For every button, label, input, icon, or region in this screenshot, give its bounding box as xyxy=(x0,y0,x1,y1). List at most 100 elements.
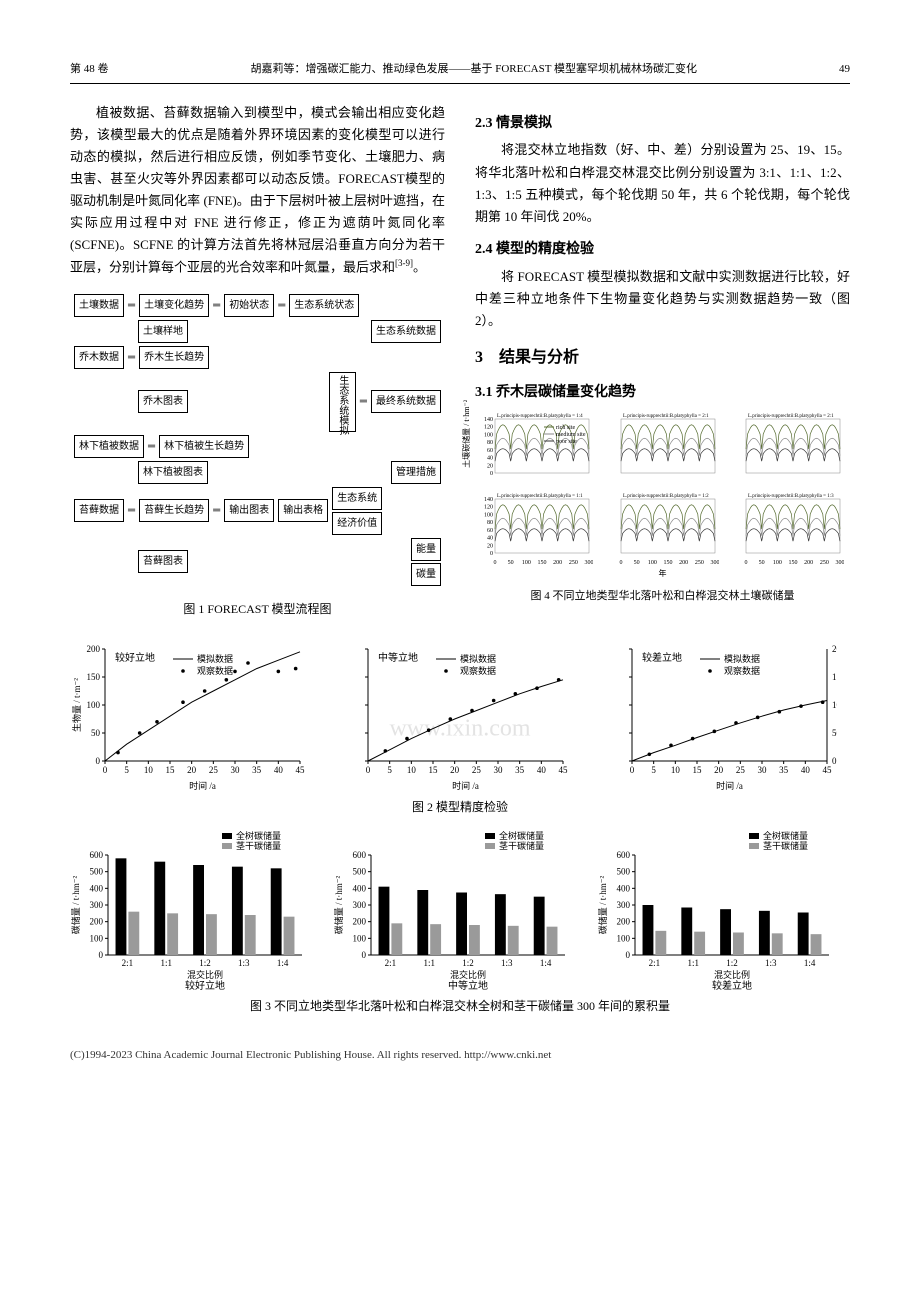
svg-text:5: 5 xyxy=(124,765,129,775)
svg-text:200: 200 xyxy=(87,644,101,654)
svg-text:5: 5 xyxy=(651,765,656,775)
svg-text:500: 500 xyxy=(90,866,104,876)
fig3-caption: 图 3 不同立地类型华北落叶松和白桦混交林全树和茎干碳储量 300 年间的累积量 xyxy=(70,996,850,1016)
svg-text:25: 25 xyxy=(209,765,219,775)
sec-3-title: 3 结果与分析 xyxy=(475,344,850,371)
svg-text:10: 10 xyxy=(407,765,417,775)
svg-text:600: 600 xyxy=(90,850,104,860)
svg-text:1:4: 1:4 xyxy=(277,958,289,968)
svg-text:L.principis-rupprechtii:B.plat: L.principis-rupprechtii:B.platyphylla = … xyxy=(748,414,834,419)
svg-text:35: 35 xyxy=(252,765,262,775)
svg-text:medium site: medium site xyxy=(556,432,586,438)
svg-text:较差立地: 较差立地 xyxy=(712,979,752,990)
left-column: 植被数据、苔藓数据输入到模型中，模式会输出相应变化趋势，该模型最大的优点是随着外… xyxy=(70,102,445,631)
svg-text:40: 40 xyxy=(800,765,810,775)
box-eco-sim: 生态系统模拟 xyxy=(329,372,356,432)
box-moss-chart: 苔藓图表 xyxy=(138,550,188,573)
svg-text:poor site: poor site xyxy=(556,439,577,445)
svg-text:150: 150 xyxy=(832,672,837,682)
svg-text:300: 300 xyxy=(836,560,845,566)
svg-text:80: 80 xyxy=(487,440,493,446)
svg-text:0: 0 xyxy=(99,950,104,960)
svg-text:100: 100 xyxy=(832,700,837,710)
svg-text:250: 250 xyxy=(820,560,829,566)
svg-text:200: 200 xyxy=(679,560,688,566)
svg-text:全树碳储量: 全树碳储量 xyxy=(499,830,544,841)
svg-text:0: 0 xyxy=(366,765,371,775)
page-header: 第 48 卷 胡嘉莉等：增强碳汇能力、推动绿色发展——基于 FORECAST 模… xyxy=(70,60,850,84)
svg-text:0: 0 xyxy=(832,756,837,766)
svg-text:45: 45 xyxy=(559,765,569,775)
box-tree-data: 乔木数据 xyxy=(74,346,124,369)
box-tree-chart: 乔木图表 xyxy=(138,390,188,413)
svg-text:0: 0 xyxy=(103,765,108,775)
svg-text:15: 15 xyxy=(692,765,702,775)
svg-text:250: 250 xyxy=(569,560,578,566)
svg-text:0: 0 xyxy=(490,551,493,557)
svg-text:30: 30 xyxy=(757,765,767,775)
svg-text:20: 20 xyxy=(450,765,460,775)
left-paragraph: 植被数据、苔藓数据输入到模型中，模式会输出相应变化趋势，该模型最大的优点是随着外… xyxy=(70,102,445,279)
fig1-caption: 图 1 FORECAST 模型流程图 xyxy=(70,599,445,619)
box-soil-trend: 土壤变化趋势 xyxy=(139,294,209,317)
box-moss-trend: 苔藓生长趋势 xyxy=(139,499,209,522)
box-moss-data: 苔藓数据 xyxy=(74,499,124,522)
svg-text:全树碳储量: 全树碳储量 xyxy=(763,830,808,841)
svg-text:45: 45 xyxy=(296,765,306,775)
svg-text:500: 500 xyxy=(353,866,367,876)
svg-text:15: 15 xyxy=(429,765,439,775)
svg-text:较差立地: 较差立地 xyxy=(642,651,682,664)
svg-text:1:1: 1:1 xyxy=(687,958,699,968)
svg-text:400: 400 xyxy=(616,883,630,893)
svg-text:200: 200 xyxy=(353,916,367,926)
svg-text:L.principis-rupprechtii:B.plat: L.principis-rupprechtii:B.platyphylla = … xyxy=(748,494,834,499)
svg-text:40: 40 xyxy=(274,765,284,775)
svg-text:45: 45 xyxy=(822,765,832,775)
svg-text:300: 300 xyxy=(616,900,630,910)
box-soil-plot: 土壤样地 xyxy=(138,320,188,343)
box-econ: 经济价值 xyxy=(332,512,382,535)
svg-text:200: 200 xyxy=(553,560,562,566)
svg-text:1:1: 1:1 xyxy=(160,958,172,968)
svg-text:100: 100 xyxy=(522,560,531,566)
svg-text:0: 0 xyxy=(619,560,622,566)
svg-text:模拟数据: 模拟数据 xyxy=(197,653,233,664)
svg-text:混交比例: 混交比例 xyxy=(714,969,750,980)
svg-text:200: 200 xyxy=(616,916,630,926)
svg-text:100: 100 xyxy=(90,933,104,943)
sec-2-4-title: 2.4 模型的精度检验 xyxy=(475,238,850,262)
box-initial: 初始状态 xyxy=(224,294,274,317)
svg-text:25: 25 xyxy=(735,765,745,775)
figure-1-flowchart: 土壤数据 ═ 土壤变化趋势 ═ 初始状态 ═ 生态系统状态 土壤样地 生态系统数… xyxy=(70,287,445,593)
svg-text:300: 300 xyxy=(353,900,367,910)
svg-text:120: 120 xyxy=(484,425,493,431)
svg-text:20: 20 xyxy=(714,765,724,775)
svg-text:0: 0 xyxy=(490,471,493,477)
page-number: 49 xyxy=(839,60,850,79)
svg-text:1:3: 1:3 xyxy=(238,958,250,968)
svg-text:25: 25 xyxy=(472,765,482,775)
svg-text:140: 140 xyxy=(484,497,493,503)
svg-text:茎干碳储量: 茎干碳储量 xyxy=(499,840,544,851)
svg-text:30: 30 xyxy=(494,765,504,775)
svg-text:400: 400 xyxy=(90,883,104,893)
svg-text:60: 60 xyxy=(487,448,493,454)
svg-text:50: 50 xyxy=(759,560,765,566)
svg-text:1:2: 1:2 xyxy=(463,958,475,968)
box-under-chart: 林下植被图表 xyxy=(138,461,208,484)
svg-text:中等立地: 中等立地 xyxy=(378,651,418,664)
svg-text:较好立地: 较好立地 xyxy=(185,979,225,990)
box-manage: 管理措施 xyxy=(391,461,441,484)
svg-text:2:1: 2:1 xyxy=(385,958,397,968)
sec-2-3-para: 将混交林立地指数（好、中、差）分别设置为 25、19、15。将华北落叶松和白桦混… xyxy=(475,139,850,227)
svg-text:35: 35 xyxy=(779,765,789,775)
box-out-chart: 输出图表 xyxy=(224,499,274,522)
box-final-data: 最终系统数据 xyxy=(371,390,441,413)
svg-text:100: 100 xyxy=(773,560,782,566)
footer: (C)1994-2023 China Academic Journal Elec… xyxy=(70,1046,850,1065)
svg-text:模拟数据: 模拟数据 xyxy=(724,653,760,664)
svg-text:1:2: 1:2 xyxy=(726,958,738,968)
figure-4-chart: 土壤碳储量 / t·hm⁻²L.principis-rupprechtii:B.… xyxy=(475,409,850,581)
svg-text:400: 400 xyxy=(353,883,367,893)
svg-text:茎干碳储量: 茎干碳储量 xyxy=(763,840,808,851)
